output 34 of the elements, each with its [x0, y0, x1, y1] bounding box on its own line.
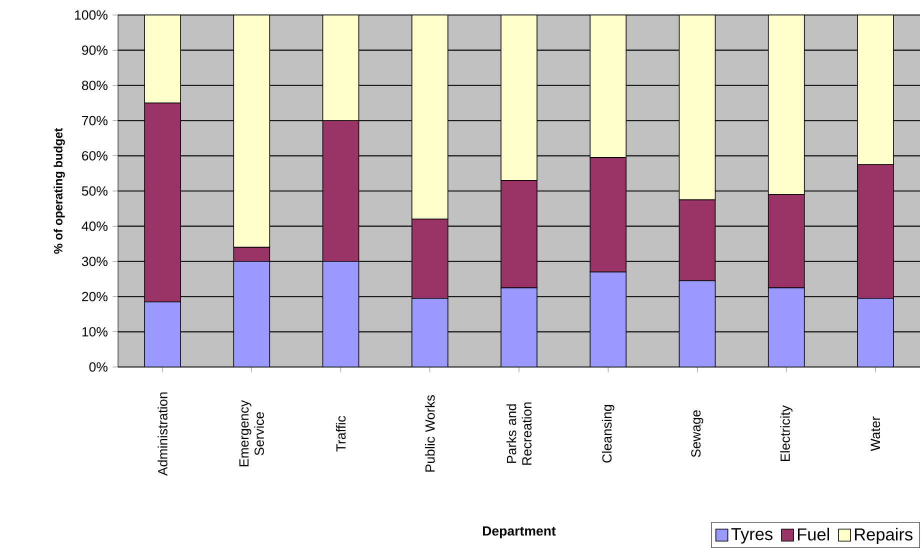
- y-tick-label: 40%: [82, 222, 108, 231]
- x-tick-label: Traffic: [336, 416, 346, 452]
- bar: [500, 287, 538, 367]
- x-axis-title: Department: [483, 526, 556, 538]
- bar: [144, 301, 181, 367]
- y-tick-label: 80%: [82, 80, 108, 90]
- y-tick-label: 70%: [82, 116, 108, 126]
- bar: [590, 272, 627, 367]
- x-tick-label: Electricity: [780, 405, 793, 462]
- y-tick-label: 30%: [82, 256, 108, 266]
- x-tick-label: Cleansing: [602, 405, 614, 463]
- x-tick-label: Emergency Service: [239, 400, 264, 466]
- legend-label: Fuel: [798, 528, 830, 541]
- x-tick-label: Water: [870, 416, 880, 452]
- y-tick-label: 10%: [82, 327, 108, 336]
- y-axis-title: % of operating budget: [54, 128, 65, 254]
- x-tick-label: Administration: [158, 392, 168, 476]
- legend-label: Repairs: [855, 528, 912, 544]
- x-tick-label: Sewage: [691, 410, 704, 458]
- bar: [678, 280, 716, 367]
- y-tick-label: 60%: [82, 151, 108, 160]
- legend-label: Tyres: [731, 528, 773, 544]
- x-tick-label: Parks and Recreation: [506, 402, 532, 465]
- y-tick-label: 50%: [82, 186, 108, 196]
- y-tick-label: 100%: [75, 10, 108, 20]
- x-tick-label: Public Works: [425, 395, 435, 472]
- bar: [857, 298, 894, 367]
- y-tick-label: 20%: [82, 292, 108, 302]
- bar: [768, 287, 805, 367]
- bar: [233, 261, 270, 367]
- y-tick-label: 0%: [89, 362, 108, 372]
- bar: [322, 261, 360, 367]
- y-tick-label: 90%: [82, 46, 108, 55]
- bar: [411, 298, 448, 367]
